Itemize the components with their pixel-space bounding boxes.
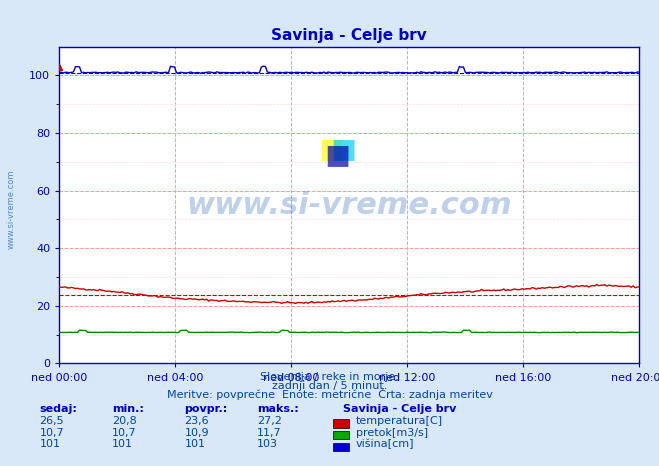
Text: 26,5: 26,5 bbox=[40, 416, 64, 426]
Text: ▪: ▪ bbox=[330, 127, 358, 169]
Text: Slovenija / reke in morje.: Slovenija / reke in morje. bbox=[260, 372, 399, 382]
Text: zadnji dan / 5 minut.: zadnji dan / 5 minut. bbox=[272, 381, 387, 391]
Text: 10,9: 10,9 bbox=[185, 428, 209, 438]
Text: www.si-vreme.com: www.si-vreme.com bbox=[7, 170, 16, 249]
Text: 101: 101 bbox=[185, 439, 206, 449]
Text: Meritve: povprečne  Enote: metrične  Črta: zadnja meritev: Meritve: povprečne Enote: metrične Črta:… bbox=[167, 389, 492, 400]
Text: 10,7: 10,7 bbox=[40, 428, 64, 438]
Text: Savinja - Celje brv: Savinja - Celje brv bbox=[343, 404, 456, 414]
Text: 101: 101 bbox=[40, 439, 61, 449]
Text: min.:: min.: bbox=[112, 404, 144, 414]
Text: višina[cm]: višina[cm] bbox=[356, 439, 415, 449]
Text: sedaj:: sedaj: bbox=[40, 404, 77, 414]
Text: www.si-vreme.com: www.si-vreme.com bbox=[186, 191, 512, 219]
Text: 10,7: 10,7 bbox=[112, 428, 136, 438]
Text: povpr.:: povpr.: bbox=[185, 404, 228, 414]
Title: Savinja - Celje brv: Savinja - Celje brv bbox=[272, 27, 427, 43]
Text: 20,8: 20,8 bbox=[112, 416, 137, 426]
Text: ▪: ▪ bbox=[318, 127, 346, 169]
Text: pretok[m3/s]: pretok[m3/s] bbox=[356, 428, 428, 438]
Text: 23,6: 23,6 bbox=[185, 416, 209, 426]
Text: temperatura[C]: temperatura[C] bbox=[356, 416, 443, 426]
Text: 101: 101 bbox=[112, 439, 133, 449]
Text: 11,7: 11,7 bbox=[257, 428, 281, 438]
Text: 103: 103 bbox=[257, 439, 278, 449]
Text: 27,2: 27,2 bbox=[257, 416, 282, 426]
Text: ▪: ▪ bbox=[324, 133, 352, 175]
Text: maks.:: maks.: bbox=[257, 404, 299, 414]
